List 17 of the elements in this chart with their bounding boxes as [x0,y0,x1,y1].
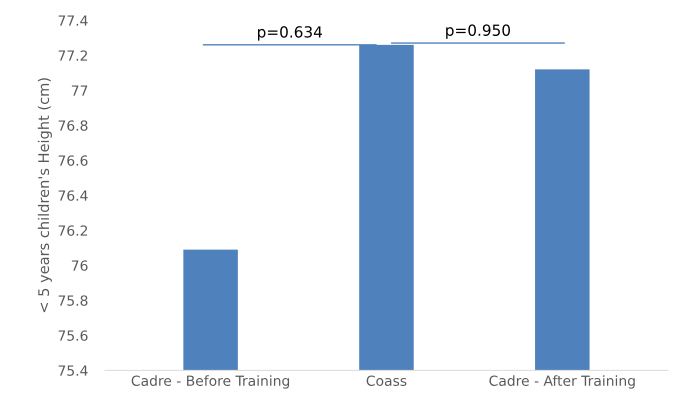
y-tick-label: 77.4 [58,16,88,26]
y-tick-label: 75.6 [58,330,88,341]
y-tick-label: 76.6 [58,155,88,166]
y-tick-label: 76.8 [58,120,88,131]
x-tick-label: Cadre - Before Training [132,375,290,389]
x-tick-label: Coass [366,375,406,386]
y-tick-label: 75.8 [58,295,88,306]
x-tick-label: Cadre - After Training [489,375,635,389]
annotation: p=0.634 [258,26,322,41]
annotation: p=0.950 [446,24,510,39]
y-tick-label: 76.2 [58,225,88,236]
y-tick-label: 76.4 [58,190,88,201]
y-tick-label: 77 [72,86,88,96]
y-axis-title: < 5 years children's Height (cm) [38,78,52,312]
y-tick-label: 75.4 [58,366,88,376]
y-tick-label: 76 [72,260,88,271]
y-tick-label: 77.2 [58,50,88,61]
